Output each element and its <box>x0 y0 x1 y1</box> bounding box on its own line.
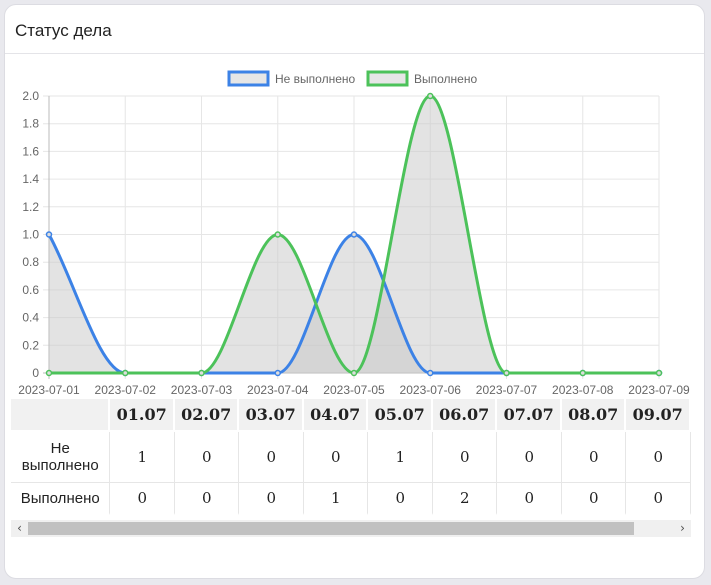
status-chart: 0 0.2 0.4 0.6 0.8 1.0 1.2 1.4 1.6 1.8 2.0 2023-07-0… <box>18 70 690 397</box>
table-cell: 0 <box>303 432 369 483</box>
data-point <box>427 92 434 100</box>
legend-swatch <box>227 70 270 87</box>
table-row-label: Не выполнено <box>11 432 111 483</box>
card-header: Статус дела <box>5 5 704 54</box>
table-cell: 0 <box>368 483 433 515</box>
legend-label: Не выполнено <box>275 72 356 86</box>
card-title: Статус дела <box>15 21 112 40</box>
table-cell: 0 <box>561 432 627 483</box>
y-tick-label: 1.8 <box>22 117 39 131</box>
scroll-left-icon[interactable]: ‹ <box>17 521 22 535</box>
y-tick-label: 0.4 <box>22 311 39 325</box>
table-cell: 0 <box>239 483 304 515</box>
scroll-right-icon[interactable]: › <box>680 521 685 535</box>
table-cell: 1 <box>303 483 369 515</box>
data-point <box>350 231 358 238</box>
status-table-wrap[interactable]: 01.07 02.07 03.07 04.07 05.07 06.07 07.07 08.07… <box>11 399 691 517</box>
table-cell: 0 <box>432 432 498 483</box>
table-column-header: 07.07 <box>497 399 562 432</box>
series-area-1 <box>49 234 659 373</box>
y-tick-label: 1.2 <box>22 200 39 214</box>
data-point <box>122 369 129 377</box>
y-tick-label: 1.4 <box>22 172 39 186</box>
table-row: Не выполнено 1 0 0 0 1 0 0 0 0 <box>11 432 691 483</box>
data-point <box>274 231 281 238</box>
scroll-thumb[interactable] <box>28 522 634 535</box>
table-column-header: 01.07 <box>110 399 175 432</box>
x-tick-label: 2023-07-09 <box>628 383 690 397</box>
data-point <box>350 369 358 377</box>
x-tick-label: 2023-07-07 <box>476 383 538 397</box>
y-tick-label: 2.0 <box>22 89 39 103</box>
horizontal-scrollbar[interactable]: ‹ › <box>11 520 691 537</box>
table-cell: 0 <box>561 483 627 515</box>
legend-label: Выполнено <box>414 72 477 86</box>
data-point <box>503 369 510 377</box>
table-column-header: 04.07 <box>303 399 369 432</box>
data-point <box>427 369 434 377</box>
data-point <box>45 231 53 238</box>
data-point <box>45 369 53 377</box>
series-line-2 <box>49 94 659 375</box>
table-cell: 0 <box>239 432 304 483</box>
table-row: Выполнено 0 0 0 1 0 2 0 0 0 <box>11 483 691 515</box>
data-point <box>579 369 586 377</box>
table-cell: 0 <box>497 483 562 515</box>
x-tick-label: 2023-07-05 <box>323 383 385 397</box>
x-tick-label: 2023-07-08 <box>552 383 614 397</box>
table-column-header: 03.07 <box>239 399 304 432</box>
table-cell: 2 <box>432 483 498 515</box>
status-table: 01.07 02.07 03.07 04.07 05.07 06.07 07.07 08.07… <box>11 399 691 515</box>
table-cell: 1 <box>368 432 433 483</box>
data-point <box>655 369 663 377</box>
table-column-header: 08.07 <box>561 399 627 432</box>
y-tick-label: 0.6 <box>22 283 39 297</box>
x-tick-label: 2023-07-06 <box>400 383 462 397</box>
table-column-header: 02.07 <box>174 399 240 432</box>
y-tick-label: 0.8 <box>22 255 39 269</box>
y-tick-label: 1.6 <box>22 144 39 158</box>
table-cell: 0 <box>626 432 691 483</box>
table-column-header: 06.07 <box>432 399 498 432</box>
table-cell: 0 <box>174 483 240 515</box>
data-point <box>198 369 205 377</box>
table-cell: 0 <box>626 483 691 515</box>
table-column-header: 09.07 <box>626 399 691 432</box>
table-cell: 0 <box>110 483 175 515</box>
table-cell: 0 <box>497 432 562 483</box>
table-corner-cell <box>11 399 111 432</box>
table-cell: 1 <box>110 432 175 483</box>
y-tick-label: 0.2 <box>22 338 39 352</box>
y-tick-label: 1.0 <box>22 228 39 242</box>
x-tick-label: 2023-07-04 <box>247 383 309 397</box>
legend-swatch <box>366 70 409 87</box>
x-tick-label: 2023-07-03 <box>171 383 233 397</box>
table-column-header: 05.07 <box>368 399 433 432</box>
table-cell: 0 <box>174 432 240 483</box>
x-tick-label: 2023-07-02 <box>95 383 157 397</box>
y-tick-label: 0 <box>32 366 39 380</box>
data-point <box>274 369 281 377</box>
table-row-label: Выполнено <box>11 483 111 515</box>
x-tick-label: 2023-07-01 <box>18 383 80 397</box>
